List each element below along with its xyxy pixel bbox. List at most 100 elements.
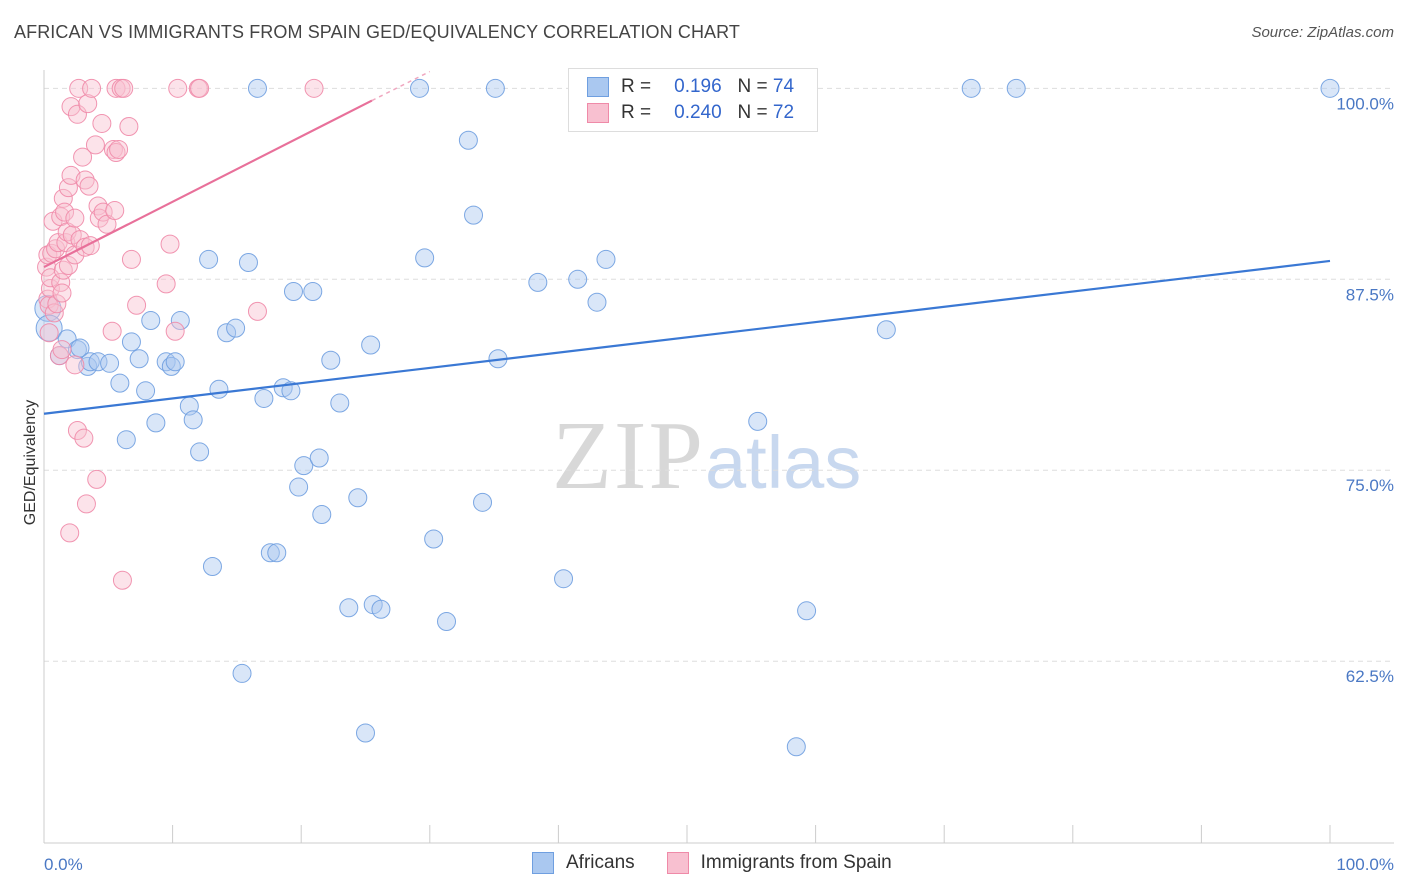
y-tick-label: 87.5% xyxy=(1346,285,1394,304)
spain-point xyxy=(247,301,267,321)
series-swatch-africans xyxy=(532,852,554,874)
africans-point xyxy=(312,505,332,525)
x-tick-label-min: 0.0% xyxy=(44,855,83,874)
africans-point xyxy=(361,335,381,355)
legend-r-value: 0.240 xyxy=(674,102,722,123)
africans-point xyxy=(876,320,896,340)
series-legend-spain[interactable]: Immigrants from Spain xyxy=(666,852,892,874)
axis-labels: 62.5% 75.0% 87.5% 100.0% 0.0% 100.0% GED/Equiv… xyxy=(22,94,1394,874)
spain-point xyxy=(82,78,102,98)
series-label-africans: Africans xyxy=(566,852,635,873)
spain-point xyxy=(168,78,188,98)
spain-point xyxy=(165,321,185,341)
spain-point xyxy=(105,201,125,221)
africans-point xyxy=(183,410,203,430)
y-axis-title: GED/Equivalency xyxy=(22,400,39,525)
africans-point xyxy=(238,252,258,272)
africans-point xyxy=(748,411,768,431)
spain-point xyxy=(156,274,176,294)
watermark: ZIPatlas xyxy=(552,400,861,512)
africans-point xyxy=(100,353,120,373)
africans-point xyxy=(226,318,246,338)
africans-point xyxy=(339,598,359,618)
spain-point xyxy=(103,139,123,159)
africans-point xyxy=(273,378,293,398)
africans-point xyxy=(371,599,391,619)
spain-point xyxy=(73,147,93,167)
spain-trend-extension xyxy=(371,70,431,102)
africans-point xyxy=(528,272,548,292)
africans-point xyxy=(786,737,806,757)
africans-point xyxy=(464,205,484,225)
x-tick-label-max: 100.0% xyxy=(1336,855,1394,874)
spain-point xyxy=(47,294,67,314)
africans-point xyxy=(217,323,237,343)
africans-point xyxy=(80,352,100,372)
spain-point xyxy=(51,272,71,292)
spain-point xyxy=(78,94,98,114)
chart-title: AFRICAN VS IMMIGRANTS FROM SPAIN GED/EQU… xyxy=(14,22,741,42)
africans-point xyxy=(309,448,329,468)
legend-r-label: R = xyxy=(621,102,652,123)
africans-trend-line xyxy=(43,259,1331,415)
spain-point xyxy=(65,208,85,228)
africans-point xyxy=(554,569,574,589)
spain-point xyxy=(55,202,75,222)
africans-point xyxy=(289,477,309,497)
africans-point xyxy=(458,130,478,150)
africans-point xyxy=(424,529,444,549)
africans-point xyxy=(410,78,430,98)
series-label-spain: Immigrants from Spain xyxy=(700,852,892,873)
spain-point xyxy=(160,234,180,254)
spain-point xyxy=(61,97,81,117)
spain-point xyxy=(92,113,112,133)
spain-point xyxy=(190,78,210,98)
africans-point xyxy=(232,663,252,683)
africans-point xyxy=(587,292,607,312)
spain-point xyxy=(52,283,72,303)
africans-point xyxy=(199,249,219,269)
legend-swatch-spain xyxy=(587,103,609,123)
legend-r-label: R = xyxy=(621,76,652,97)
africans-point xyxy=(281,381,301,401)
legend-n-value: 74 xyxy=(772,76,795,97)
spain-point xyxy=(60,523,80,543)
series-swatch-spain xyxy=(666,852,689,874)
source-credit: Source: ZipAtlas.com xyxy=(1251,24,1394,41)
spain-point xyxy=(106,142,126,162)
africans-point xyxy=(141,311,161,331)
spain-point xyxy=(89,208,109,228)
africans-point xyxy=(294,456,314,476)
spain-point xyxy=(58,178,78,198)
y-tick-label: 62.5% xyxy=(1346,667,1394,686)
africans-point xyxy=(136,381,156,401)
watermark-zip: ZIP xyxy=(552,402,705,510)
spain-point xyxy=(67,104,87,124)
africans-point xyxy=(1006,78,1026,98)
spain-point xyxy=(304,78,324,98)
africans-point xyxy=(596,249,616,269)
legend-r-value: 0.196 xyxy=(674,76,722,97)
africans-point xyxy=(129,349,149,369)
legend-swatch-africans xyxy=(587,77,609,97)
africans-point xyxy=(283,282,303,302)
spain-trend-line xyxy=(43,99,373,269)
spain-point xyxy=(53,188,73,208)
africans-point xyxy=(247,78,267,98)
series-legend-africans[interactable]: Africans xyxy=(532,852,635,874)
spain-point xyxy=(61,165,81,185)
africans-point xyxy=(190,442,210,462)
gridlines xyxy=(44,87,1394,662)
africans-point xyxy=(1320,78,1340,98)
africans-point xyxy=(348,488,368,508)
africans-point xyxy=(165,352,185,372)
africans-point xyxy=(321,350,341,370)
africans-point xyxy=(267,543,287,563)
spain-point xyxy=(52,340,72,360)
correlation-legend: R = 0.196 N = 74 R = 0.240 N = 72 xyxy=(568,68,818,132)
spain-point xyxy=(74,428,94,448)
spain-point xyxy=(85,135,105,155)
spain-point xyxy=(112,570,132,590)
spain-point xyxy=(39,323,59,343)
